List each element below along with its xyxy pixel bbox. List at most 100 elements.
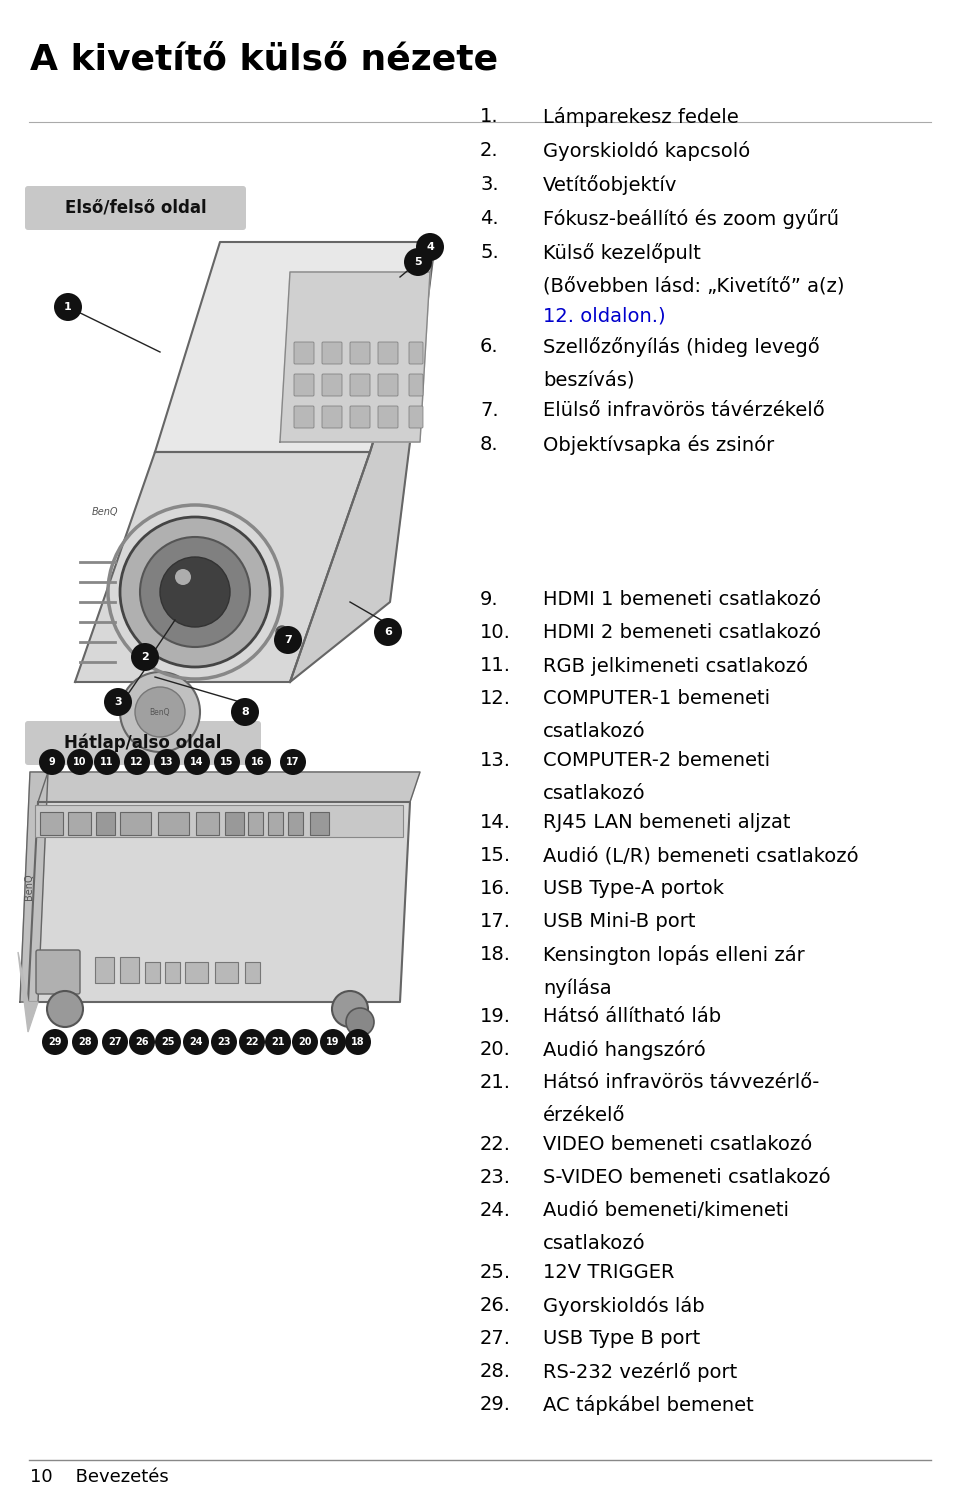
Text: 28.: 28.	[480, 1362, 511, 1382]
Text: Első/felső oldal: Első/felső oldal	[64, 198, 206, 216]
Text: 1: 1	[64, 302, 72, 312]
FancyBboxPatch shape	[294, 374, 314, 397]
Circle shape	[120, 671, 200, 753]
Text: 23: 23	[217, 1036, 230, 1047]
Circle shape	[175, 569, 191, 584]
Text: USB Type-A portok: USB Type-A portok	[543, 879, 724, 898]
Text: 2.: 2.	[480, 141, 498, 161]
FancyBboxPatch shape	[350, 406, 370, 428]
Text: BenQ: BenQ	[150, 707, 170, 716]
Text: COMPUTER-1 bemeneti: COMPUTER-1 bemeneti	[543, 689, 770, 707]
Text: COMPUTER-2 bemeneti: COMPUTER-2 bemeneti	[543, 751, 770, 771]
Text: 3.: 3.	[480, 176, 498, 194]
Circle shape	[160, 557, 230, 626]
Text: 16: 16	[252, 757, 265, 768]
Polygon shape	[38, 772, 420, 802]
Text: 22.: 22.	[480, 1136, 511, 1154]
FancyBboxPatch shape	[322, 406, 342, 428]
Text: csatlakozó: csatlakozó	[543, 1235, 646, 1253]
Text: 15: 15	[220, 757, 233, 768]
FancyBboxPatch shape	[157, 811, 188, 835]
Text: 28: 28	[78, 1036, 92, 1047]
FancyBboxPatch shape	[378, 342, 398, 363]
Polygon shape	[155, 242, 435, 452]
Text: 24: 24	[189, 1036, 203, 1047]
Text: 9: 9	[49, 757, 56, 768]
Text: 2: 2	[141, 652, 149, 662]
Circle shape	[211, 1029, 237, 1054]
Polygon shape	[20, 772, 48, 1002]
Text: 12. oldalon.): 12. oldalon.)	[543, 306, 665, 326]
FancyBboxPatch shape	[67, 811, 90, 835]
Text: 12: 12	[131, 757, 144, 768]
Text: 29: 29	[48, 1036, 61, 1047]
Text: 24.: 24.	[480, 1202, 511, 1220]
Text: RGB jelkimeneti csatlakozó: RGB jelkimeneti csatlakozó	[543, 656, 808, 676]
FancyBboxPatch shape	[119, 811, 151, 835]
Text: RS-232 vezérlő port: RS-232 vezérlő port	[543, 1362, 737, 1382]
Text: 10.: 10.	[480, 623, 511, 641]
Circle shape	[154, 749, 180, 775]
FancyBboxPatch shape	[119, 957, 138, 982]
Circle shape	[332, 991, 368, 1027]
Circle shape	[345, 1029, 371, 1054]
Text: 14: 14	[190, 757, 204, 768]
Text: 10    Bevezetés: 10 Bevezetés	[30, 1467, 169, 1485]
Circle shape	[214, 749, 240, 775]
Text: 19: 19	[326, 1036, 340, 1047]
Text: 8.: 8.	[480, 434, 498, 454]
Text: 20: 20	[299, 1036, 312, 1047]
Circle shape	[245, 749, 271, 775]
FancyBboxPatch shape	[164, 961, 180, 982]
Text: 8: 8	[241, 707, 249, 716]
FancyBboxPatch shape	[94, 957, 113, 982]
Text: 13.: 13.	[480, 751, 511, 771]
Text: 10: 10	[73, 757, 86, 768]
FancyBboxPatch shape	[378, 406, 398, 428]
Text: 9.: 9.	[480, 590, 498, 608]
Circle shape	[129, 1029, 155, 1054]
Text: 27: 27	[108, 1036, 122, 1047]
Text: Fókusz-beállító és zoom gyűrű: Fókusz-beállító és zoom gyűrű	[543, 209, 839, 228]
Text: Objektívsapka és zsinór: Objektívsapka és zsinór	[543, 434, 775, 455]
Text: 21: 21	[272, 1036, 285, 1047]
Text: Gyorskioldó kapcsoló: Gyorskioldó kapcsoló	[543, 141, 751, 161]
FancyBboxPatch shape	[287, 811, 302, 835]
Text: 6.: 6.	[480, 336, 498, 356]
Circle shape	[320, 1029, 346, 1054]
Circle shape	[265, 1029, 291, 1054]
Text: 11.: 11.	[480, 656, 511, 674]
FancyBboxPatch shape	[36, 949, 80, 994]
Text: 12.: 12.	[480, 689, 511, 707]
FancyBboxPatch shape	[39, 811, 62, 835]
Text: 16.: 16.	[480, 879, 511, 898]
FancyBboxPatch shape	[378, 374, 398, 397]
Text: VIDEO bemeneti csatlakozó: VIDEO bemeneti csatlakozó	[543, 1136, 812, 1154]
FancyBboxPatch shape	[322, 342, 342, 363]
FancyBboxPatch shape	[409, 374, 423, 397]
Text: Hátlap/alsó oldal: Hátlap/alsó oldal	[64, 734, 222, 753]
Polygon shape	[28, 802, 410, 1002]
Text: érzékelő: érzékelő	[543, 1105, 626, 1125]
Circle shape	[67, 749, 93, 775]
Text: USB Type B port: USB Type B port	[543, 1329, 700, 1349]
Text: S-VIDEO bemeneti csatlakozó: S-VIDEO bemeneti csatlakozó	[543, 1169, 830, 1187]
Circle shape	[276, 626, 288, 638]
Text: nyílása: nyílása	[543, 978, 612, 999]
Circle shape	[39, 749, 65, 775]
FancyBboxPatch shape	[409, 342, 423, 363]
FancyBboxPatch shape	[95, 811, 114, 835]
Circle shape	[120, 517, 270, 667]
Text: 18.: 18.	[480, 945, 511, 964]
Text: Hátsó állítható láb: Hátsó állítható láb	[543, 1008, 721, 1026]
Circle shape	[231, 698, 259, 725]
Text: 23.: 23.	[480, 1169, 511, 1187]
FancyBboxPatch shape	[145, 961, 159, 982]
Text: 13: 13	[160, 757, 174, 768]
Text: 7: 7	[284, 635, 292, 644]
FancyBboxPatch shape	[196, 811, 219, 835]
Text: 15.: 15.	[480, 846, 511, 865]
Circle shape	[416, 233, 444, 261]
Text: BenQ: BenQ	[92, 508, 118, 517]
Text: Kensington lopás elleni zár: Kensington lopás elleni zár	[543, 945, 804, 966]
